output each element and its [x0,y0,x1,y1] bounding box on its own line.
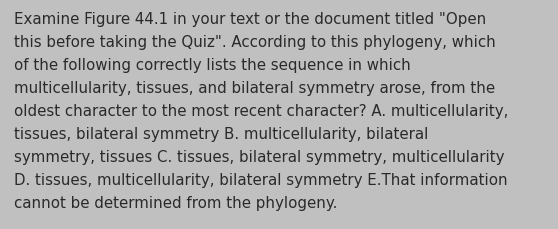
Text: symmetry, tissues C. tissues, bilateral symmetry, multicellularity: symmetry, tissues C. tissues, bilateral … [14,149,504,164]
Text: D. tissues, multicellularity, bilateral symmetry E.That information: D. tissues, multicellularity, bilateral … [14,172,508,187]
Text: Examine Figure 44.1 in your text or the document titled "Open: Examine Figure 44.1 in your text or the … [14,12,486,27]
Text: tissues, bilateral symmetry B. multicellularity, bilateral: tissues, bilateral symmetry B. multicell… [14,126,429,141]
Text: this before taking the Quiz". According to this phylogeny, which: this before taking the Quiz". According … [14,35,496,50]
Text: oldest character to the most recent character? A. multicellularity,: oldest character to the most recent char… [14,104,508,118]
Text: cannot be determined from the phylogeny.: cannot be determined from the phylogeny. [14,195,338,210]
Text: multicellularity, tissues, and bilateral symmetry arose, from the: multicellularity, tissues, and bilateral… [14,81,495,95]
Text: of the following correctly lists the sequence in which: of the following correctly lists the seq… [14,58,411,73]
